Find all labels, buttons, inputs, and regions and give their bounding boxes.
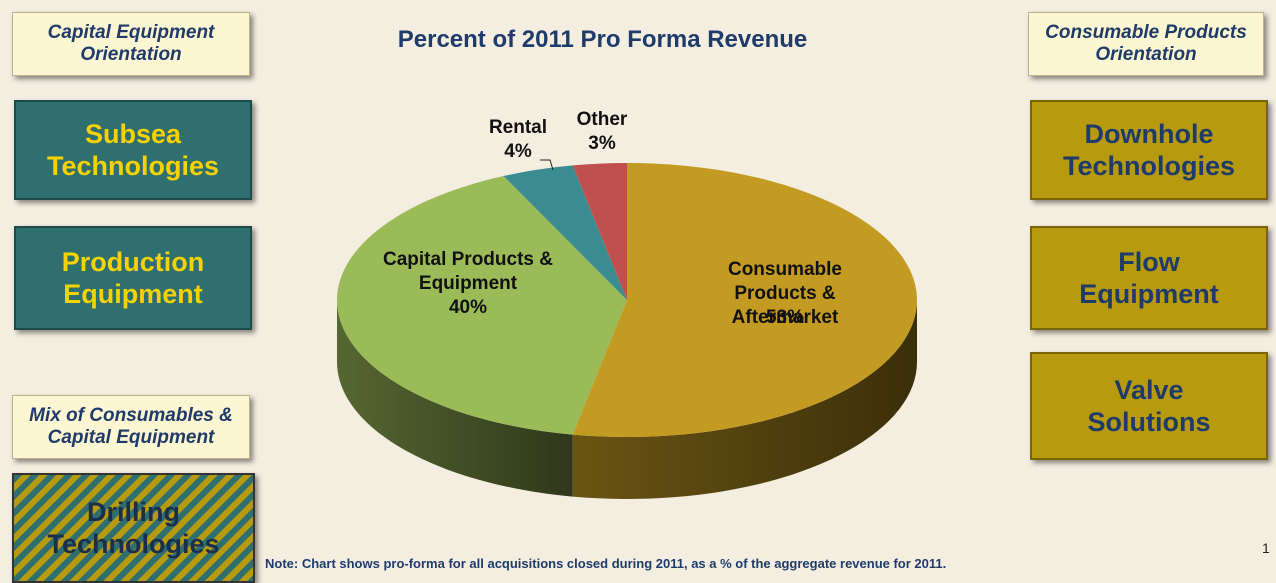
segment-box: Production Equipment xyxy=(14,226,252,330)
slice-value-label: 3% xyxy=(588,133,616,154)
pie-slice xyxy=(336,176,627,435)
slice-label: Consumable Products & Aftermarket xyxy=(727,259,843,328)
left-header: Capital Equipment Orientation xyxy=(12,12,250,76)
mix-header: Mix of Consumables & Capital Equipment xyxy=(12,395,250,459)
leader-line xyxy=(540,159,554,171)
pie-slice xyxy=(503,165,627,300)
footnote: Note: Chart shows pro-forma for all acqu… xyxy=(265,556,947,571)
segment-box: Flow Equipment xyxy=(1030,226,1268,330)
page-number: 1 xyxy=(1262,540,1270,556)
pie-slice-side xyxy=(337,300,573,497)
pie-slice xyxy=(572,163,917,437)
slice-label: Rental xyxy=(488,117,548,138)
right-header: Consumable Products Orientation xyxy=(1028,12,1264,76)
chart-title: Percent of 2011 Pro Forma Revenue xyxy=(397,26,808,53)
slice-value-label: 53% xyxy=(765,307,805,328)
pie-slice-side xyxy=(572,300,917,499)
slice-value-label: 40% xyxy=(448,297,488,318)
segment-box: Drilling Technologies xyxy=(12,473,255,583)
segment-box: Valve Solutions xyxy=(1030,352,1268,460)
slice-value-label: 4% xyxy=(504,141,532,162)
segment-box: Downhole Technologies xyxy=(1030,100,1268,200)
pie-slice xyxy=(572,163,627,300)
segment-box: Subsea Technologies xyxy=(14,100,252,200)
slice-label: Other xyxy=(576,109,628,130)
slice-label: Capital Products & Equipment xyxy=(383,249,553,294)
